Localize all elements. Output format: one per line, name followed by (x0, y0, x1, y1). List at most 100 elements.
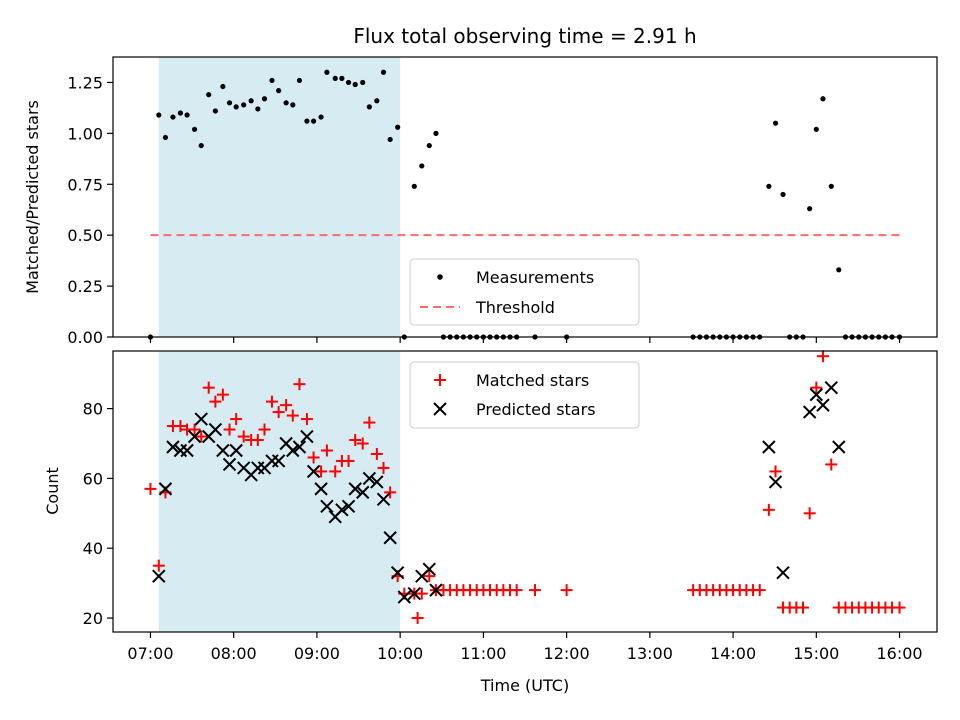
measurement-point (233, 104, 239, 110)
measurement-point (177, 110, 184, 116)
predicted-star-point (768, 475, 783, 489)
predicted-star-point (216, 443, 230, 458)
matched-star-point (825, 458, 838, 471)
predicted-star-point (187, 429, 202, 444)
matched-star-point (411, 612, 424, 625)
bottom-y-axis-label: Count (43, 467, 62, 515)
matched-star-point (144, 482, 157, 495)
x-tick-label: 08:00 (211, 644, 257, 663)
predicted-star-point (362, 471, 377, 486)
measurement-point (780, 191, 786, 198)
y-tick-label: 0.50 (67, 226, 103, 245)
y-tick-label: 20 (83, 609, 103, 628)
measurement-point (332, 75, 338, 81)
measurement-point (184, 112, 190, 118)
predicted-star-point (158, 482, 173, 496)
predicted-star-point (341, 499, 356, 514)
measurement-point (248, 98, 254, 104)
y-tick-label: 1.25 (67, 73, 103, 92)
predicted-star-point (194, 412, 208, 426)
matched-star-point (796, 601, 809, 614)
measurement-point (374, 98, 380, 104)
bottom-x-ticks: 07:00 08:00 09:00 10:00 11:00 12:00 13:00 14:00… (127, 632, 923, 663)
predicted-star-point (306, 464, 321, 479)
matched-star-point (237, 430, 250, 443)
x-tick-label: 10:00 (377, 644, 423, 663)
matched-star-point (423, 570, 436, 583)
matched-star-point (251, 434, 264, 447)
matched-star-point (265, 395, 278, 408)
measurement-point (324, 69, 330, 75)
y-tick-label: 60 (83, 469, 103, 488)
predicted-star-point (314, 482, 328, 496)
matched-star-point (258, 423, 271, 436)
predicted-star-point (390, 565, 405, 580)
matched-star-point (363, 416, 376, 429)
predicted-star-point (809, 387, 824, 402)
bottom-y-ticks: 20 40 60 80 (83, 400, 113, 628)
measurement-point (360, 79, 366, 86)
measurement-point (241, 102, 247, 108)
legend-predicted-marker (433, 402, 447, 416)
matched-star-point (762, 503, 775, 516)
predicted-star-point (370, 475, 384, 489)
matched-star-point (202, 381, 215, 394)
top-legend-box (409, 258, 640, 326)
measurement-point (310, 118, 317, 124)
measurement-point (283, 100, 289, 106)
top-y-axis-label: Matched/Predicted stars (23, 100, 42, 294)
bottom-plot-frame (112, 350, 938, 633)
bottom-panel: 20 40 60 80 07:00 08:00 09:00 10:00 11:00 12:00 1… (43, 350, 938, 695)
y-tick-label: 40 (83, 539, 103, 558)
matched-star-point (560, 584, 573, 597)
measurement-point (387, 136, 393, 143)
x-tick-label: 14:00 (710, 644, 756, 663)
matched-star-point (510, 584, 523, 597)
measurement-point (433, 130, 439, 136)
measurement-point (290, 102, 296, 108)
predicted-star-point (397, 590, 412, 604)
predicted-star-point (832, 440, 846, 454)
predicted-star-point (222, 457, 237, 472)
predicted-star-point (376, 492, 391, 507)
top-legend: Measurements Threshold (409, 258, 640, 326)
predicted-star-point (292, 440, 307, 454)
measurement-points (147, 69, 903, 340)
matched-star-point (803, 507, 816, 520)
legend-measurements-marker (437, 274, 443, 280)
matched-star-point (315, 465, 328, 478)
measurement-point (807, 206, 813, 212)
x-tick-label: 13:00 (627, 644, 673, 663)
measurement-point (828, 183, 834, 189)
measurement-point (813, 126, 819, 132)
measurement-point (156, 112, 162, 118)
y-tick-label: 0.75 (67, 175, 103, 194)
measurement-point (261, 96, 268, 102)
matched-star-point (329, 465, 342, 478)
x-tick-label: 16:00 (876, 644, 922, 663)
measurement-point (419, 163, 425, 169)
measurement-point (395, 124, 401, 130)
predicted-star-point (229, 443, 243, 458)
matched-star-point (174, 420, 187, 433)
legend-matched-label: Matched stars (476, 371, 589, 390)
top-plot-frame (112, 56, 938, 338)
measurement-point (162, 134, 169, 141)
top-panel: 0.00 0.25 0.50 0.75 1.00 1.25 Matched/Predict… (23, 56, 938, 347)
bottom-legend: Matched stars Predicted stars (409, 361, 640, 429)
matched-star-point (370, 447, 383, 460)
matched-star-point (307, 451, 320, 464)
bottom-shaded-span (158, 351, 401, 632)
predicted-star-point (348, 482, 362, 496)
matched-star-point (195, 430, 208, 443)
x-tick-label: 15:00 (793, 644, 839, 663)
measurement-point (411, 183, 417, 189)
predicted-star-point (816, 398, 830, 412)
measurement-point (318, 114, 324, 120)
predicted-star-point (776, 565, 790, 580)
predicted-star-point (383, 531, 397, 545)
predicted-star-point (271, 454, 286, 468)
x-tick-label: 11:00 (460, 644, 506, 663)
measurement-point (220, 83, 226, 90)
